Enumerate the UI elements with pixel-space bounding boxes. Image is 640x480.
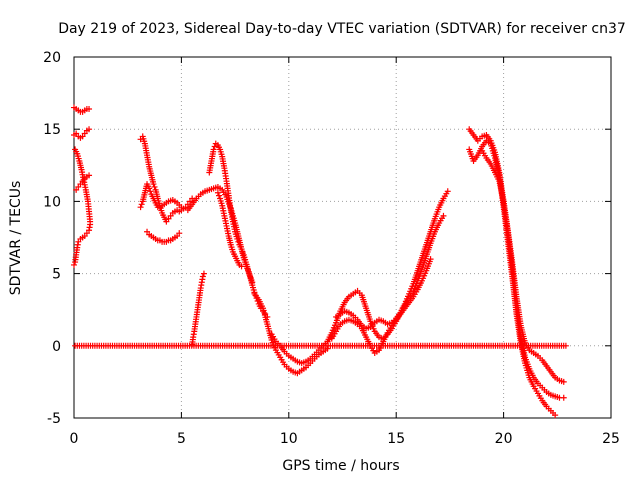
plot-frame (73, 56, 612, 419)
series-evening-peak-a (466, 126, 567, 401)
y-axis-label: SDTVAR / TECUs (8, 181, 24, 296)
data-point (235, 238, 242, 245)
data-point (86, 105, 93, 112)
data-point (239, 248, 246, 255)
x-tick-label: 5 (177, 431, 186, 447)
series-early-rise (73, 172, 93, 193)
y-tick-label: 15 (43, 122, 61, 138)
series-early-mid (71, 126, 93, 141)
y-tick-label: -5 (47, 411, 61, 427)
series-midmorning-b (206, 140, 271, 320)
data-point (176, 230, 183, 237)
data-point (234, 235, 241, 242)
chart-title: Day 219 of 2023, Sidereal Day-to-day VTE… (58, 21, 626, 37)
series-afternoon-c (333, 212, 447, 332)
data-point (137, 204, 144, 211)
data-point (199, 273, 206, 280)
data-point (238, 246, 245, 253)
x-tick-label: 25 (602, 431, 620, 447)
data-point (562, 342, 569, 349)
data-point (444, 188, 451, 195)
series-midmorning-c (214, 189, 245, 270)
x-tick-label: 10 (280, 431, 298, 447)
data-point (552, 412, 559, 419)
y-tick-label: 0 (52, 339, 61, 355)
x-tick-label: 15 (387, 431, 405, 447)
data-point (440, 212, 447, 219)
y-tick-label: 10 (43, 194, 61, 210)
x-tick-label: 0 (70, 431, 79, 447)
data-points (71, 104, 569, 419)
data-point (151, 183, 158, 190)
data-point (138, 201, 145, 208)
series-morning-c (144, 228, 183, 245)
series-early-lower (71, 221, 94, 268)
y-tick-label: 20 (43, 50, 61, 66)
data-point (238, 263, 245, 270)
series-isolated (72, 342, 569, 349)
y-tick-label: 5 (52, 267, 61, 283)
series-spike-0550 (189, 270, 207, 348)
series-early-descent (72, 146, 94, 225)
data-point (214, 189, 221, 196)
series-evening-peak-c (479, 147, 567, 385)
data-point (215, 192, 222, 199)
series-early-upper (71, 104, 93, 115)
x-tick-label: 20 (495, 431, 513, 447)
data-point (211, 143, 218, 150)
data-point (560, 394, 567, 401)
data-point (178, 204, 185, 211)
data-point (86, 172, 93, 179)
data-point (87, 221, 94, 228)
data-point (200, 270, 207, 277)
data-point (71, 261, 77, 268)
data-point (560, 378, 567, 385)
data-point (427, 256, 434, 263)
axis-ticks: 0 5 10 15 20 25 -5 0 5 10 15 20 (43, 50, 620, 447)
data-point (210, 146, 217, 153)
data-point (150, 181, 157, 188)
series-morning-b (137, 181, 185, 211)
series-morning-a (137, 133, 196, 225)
series-trough (251, 290, 331, 377)
data-point (146, 185, 153, 192)
data-point (147, 188, 154, 195)
x-axis-label: GPS time / hours (282, 458, 399, 474)
data-point (86, 126, 93, 133)
